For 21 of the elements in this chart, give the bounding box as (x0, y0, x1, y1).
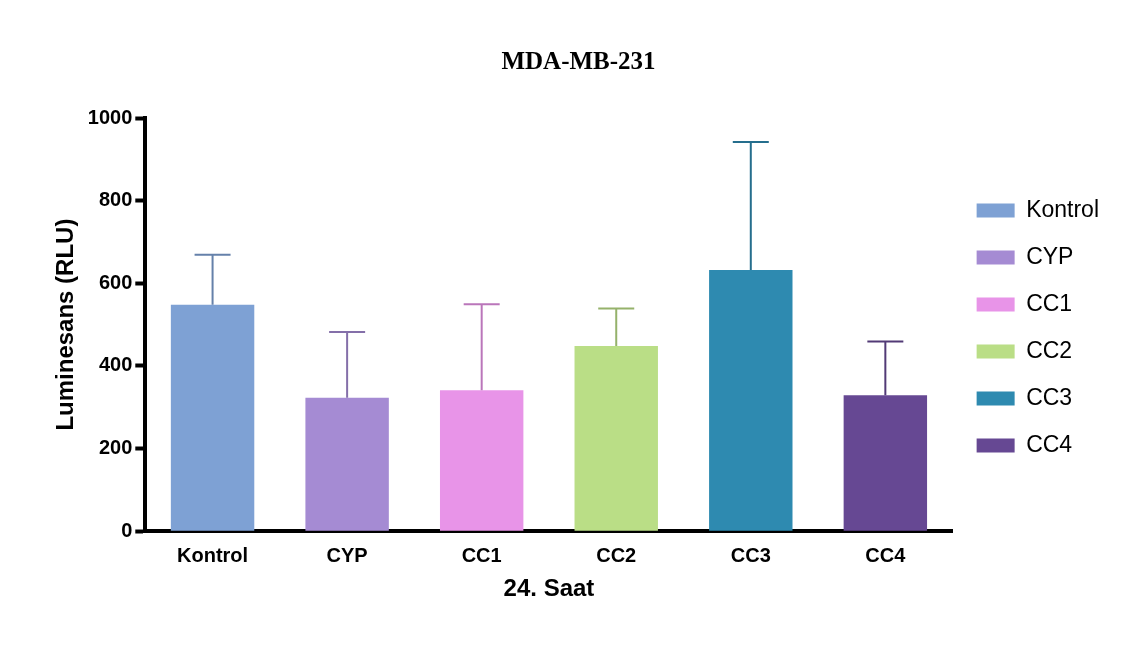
legend-label: CYP (1026, 242, 1074, 269)
y-tick-label: 600 (98, 270, 133, 293)
x-tick-label: CC4 (865, 543, 907, 566)
y-tick-label: 400 (98, 353, 133, 376)
x-axis-title: 24. Saat (503, 574, 595, 602)
legend-label: CC4 (1026, 430, 1073, 457)
y-tick-label: 1000 (87, 105, 133, 128)
legend-label: CC3 (1026, 383, 1073, 410)
x-tick-label: CC3 (730, 543, 771, 566)
y-tick-label: 0 (121, 518, 133, 541)
y-tick-label: 200 (98, 436, 133, 459)
legend-label: CC2 (1026, 336, 1073, 363)
legend-label: CC1 (1026, 289, 1073, 316)
x-tick-label: CYP (326, 543, 368, 566)
x-tick-label: CC2 (596, 543, 637, 566)
x-tick-label: CC1 (461, 543, 502, 566)
x-tick-label: Kontrol (177, 543, 249, 566)
legend-label: Kontrol (1026, 195, 1099, 222)
y-axis-title: Luminesans (RLU) (51, 218, 79, 431)
y-tick-label: 800 (98, 188, 133, 211)
chart-title: MDA-MB-231 (501, 47, 656, 75)
